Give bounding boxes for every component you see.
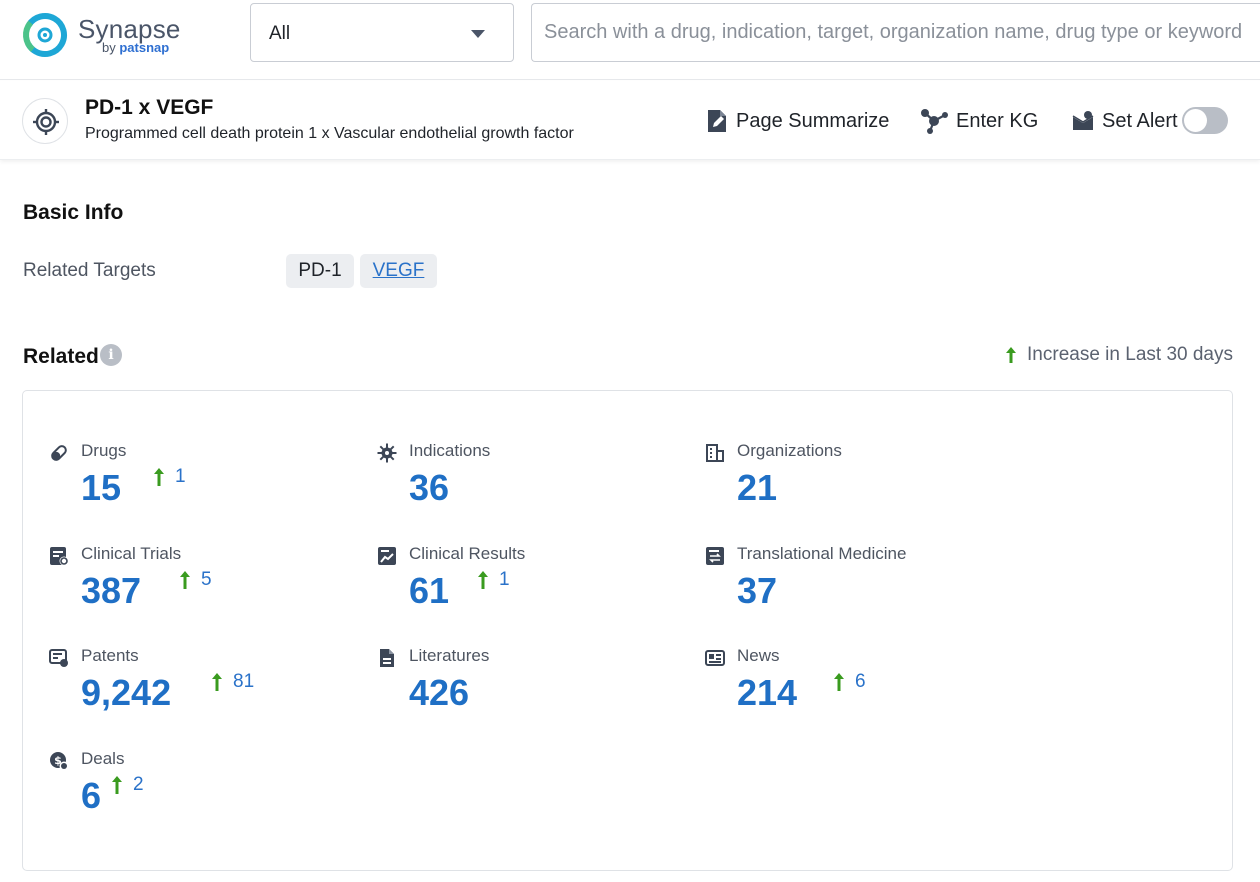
stat-label: Literatures [409,646,489,666]
stat-value[interactable]: 214 [737,672,797,714]
stat-value[interactable]: 36 [409,467,449,509]
summarize-document-icon [706,109,728,133]
deal-icon: $ [49,751,69,771]
page-subtitle: Programmed cell death protein 1 x Vascul… [85,125,574,143]
stat-clinical-results[interactable]: Clinical Results 61 1 [377,544,677,634]
stat-literatures[interactable]: Literatures 426 [377,646,677,736]
stat-value[interactable]: 21 [737,467,777,509]
related-stats-panel: Drugs 15 1 Indications 36 Organizations … [22,390,1233,871]
stat-increase: 5 [179,570,212,594]
exchange-document-icon [705,546,725,566]
alert-toggle-knob [1184,109,1207,132]
stat-increase-value: 81 [233,672,254,692]
enter-kg-label: Enter KG [956,110,1038,133]
stat-indications[interactable]: Indications 36 [377,441,677,531]
stat-clinical-trials[interactable]: Clinical Trials 387 5 [49,544,349,634]
stat-drugs[interactable]: Drugs 15 1 [49,441,349,531]
stat-increase: 2 [111,775,144,799]
stat-increase: 81 [211,672,254,696]
chart-document-icon [377,546,397,566]
page-summarize-button[interactable]: Page Summarize [706,107,889,135]
target-header: PD-1 x VEGF Programmed cell death protei… [0,81,1260,160]
related-heading: Related [23,345,99,369]
logo-by: by [102,40,116,55]
stat-label: Clinical Results [409,544,525,564]
stat-value[interactable]: 15 [81,467,121,509]
increase-legend: Increase in Last 30 days [1005,344,1233,366]
stat-increase-value: 2 [133,775,144,795]
synapse-logo[interactable]: Synapse by patsnap [22,12,222,62]
newspaper-icon [705,648,725,668]
stat-increase-value: 1 [499,570,510,590]
stat-label: Deals [81,749,124,769]
certificate-icon [49,648,69,668]
target-crosshair-icon [22,98,68,144]
stat-increase-value: 1 [175,467,186,487]
alert-toggle[interactable] [1182,107,1228,134]
clinical-trial-icon [49,546,69,566]
stat-label: Translational Medicine [737,544,906,564]
page-title: PD-1 x VEGF [85,96,213,120]
search-scope-select[interactable]: All [250,3,514,62]
increase-arrow-icon [833,672,845,692]
increase-legend-label: Increase in Last 30 days [1027,344,1233,366]
mail-alert-icon [1072,110,1094,132]
stat-value[interactable]: 9,242 [81,672,171,714]
search-scope-value: All [269,23,290,45]
stat-organizations[interactable]: Organizations 21 [705,441,1005,531]
increase-arrow-icon [111,775,123,795]
stat-value[interactable]: 426 [409,672,469,714]
target-tag-pd1: PD-1 [286,254,354,288]
virus-icon [377,443,397,463]
stat-translational-medicine[interactable]: Translational Medicine 37 [705,544,1005,634]
stat-patents[interactable]: Patents 9,242 81 [49,646,349,736]
logo-brand: patsnap [119,40,169,55]
caret-down-icon [471,30,485,38]
search-input[interactable] [531,3,1260,62]
pill-icon [49,443,69,463]
enter-kg-button[interactable]: Enter KG [920,107,1038,135]
knowledge-graph-icon [920,108,948,134]
stat-label: Drugs [81,441,126,461]
logo-byline: by patsnap [102,40,169,55]
stat-value[interactable]: 387 [81,570,141,612]
stat-label: Clinical Trials [81,544,181,564]
set-alert-label: Set Alert [1102,110,1178,133]
stat-value[interactable]: 37 [737,570,777,612]
stat-increase: 1 [153,467,186,491]
info-icon[interactable]: i [100,344,122,366]
building-icon [705,443,725,463]
stat-label: Organizations [737,441,842,461]
target-tag-vegf-link[interactable]: VEGF [360,254,437,288]
related-targets-label: Related Targets [23,260,156,282]
stat-value[interactable]: 61 [409,570,449,612]
increase-arrow-icon [1005,346,1017,364]
document-icon [377,648,397,668]
top-bar: Synapse by patsnap All [0,0,1260,80]
stat-value[interactable]: 6 [81,775,101,817]
stat-deals[interactable]: $ Deals 6 2 [49,749,349,839]
stat-increase-value: 6 [855,672,866,692]
stat-increase: 6 [833,672,866,696]
page-summarize-label: Page Summarize [736,110,889,133]
synapse-logo-icon [22,12,68,58]
set-alert-button[interactable]: Set Alert [1072,107,1178,135]
stat-label: News [737,646,780,666]
stat-increase: 1 [477,570,510,594]
basic-info-heading: Basic Info [23,201,123,225]
stat-label: Patents [81,646,139,666]
stat-increase-value: 5 [201,570,212,590]
increase-arrow-icon [153,467,165,487]
stat-label: Indications [409,441,490,461]
increase-arrow-icon [211,672,223,692]
increase-arrow-icon [477,570,489,590]
stat-news[interactable]: News 214 6 [705,646,1005,736]
increase-arrow-icon [179,570,191,590]
